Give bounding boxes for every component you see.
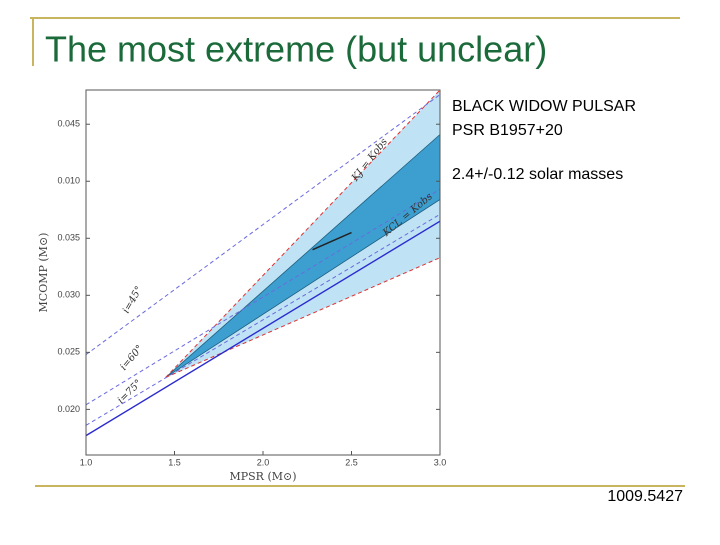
series-line <box>86 188 440 406</box>
y-tick-label: 0.035 <box>57 233 80 243</box>
footer: 1009.5427 <box>607 488 683 505</box>
note: BLACK WIDOW PULSAR <box>452 98 636 115</box>
note: 2.4+/-0.12 solar masses <box>452 166 623 183</box>
series-line <box>165 90 440 378</box>
y-tick-label: 0.025 <box>57 347 80 357</box>
band <box>165 133 440 378</box>
annotation: i=45° <box>121 285 145 316</box>
x-tick-label: 1.0 <box>80 457 93 467</box>
plot: 0.020 0.025 0.030 0.035 0.010 0.045 1.0 1.5 2.0 2… <box>37 89 447 483</box>
x-tick-label: 2.5 <box>345 457 358 467</box>
y-tick-label: 0.030 <box>57 290 80 300</box>
slide-title: The most extreme (but unclear) <box>45 29 547 70</box>
x-tick-label: 2.0 <box>257 457 270 467</box>
x-tick-label: 1.5 <box>168 457 181 467</box>
annotation: i=60° <box>118 343 145 373</box>
series-line <box>312 231 352 251</box>
series-line <box>165 257 440 378</box>
x-axis-label: MPSR (M⊙) <box>229 470 296 483</box>
series-line <box>86 220 440 437</box>
y-tick-label: 0.045 <box>57 119 80 129</box>
y-tick-label: 0.010 <box>57 176 80 186</box>
note: PSR B1957+20 <box>452 122 563 139</box>
series-line <box>86 213 440 426</box>
y-tick-label: 0.020 <box>57 404 80 414</box>
series-line <box>86 94 440 356</box>
x-tick-label: 3.0 <box>434 457 447 467</box>
annotation: i=75° <box>116 378 145 407</box>
y-axis-label: MCOMP (M⊙) <box>37 233 50 313</box>
